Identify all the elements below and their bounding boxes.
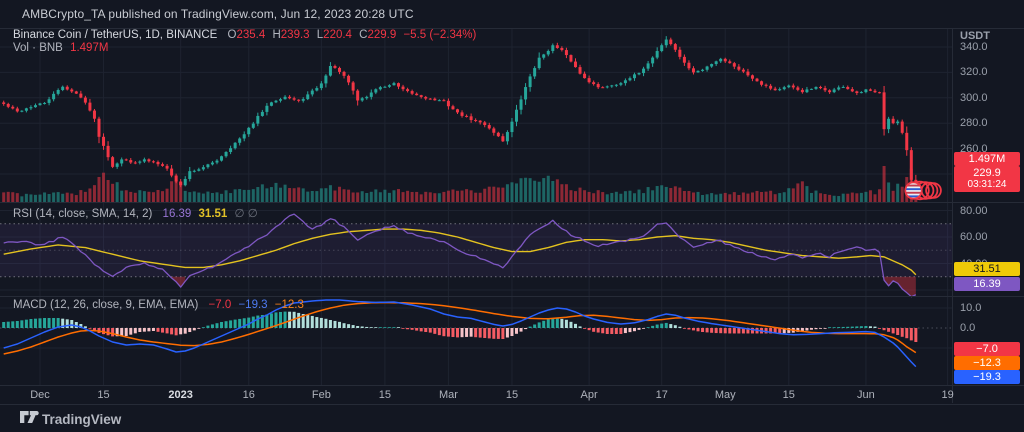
time-axis-label: 15	[97, 389, 110, 401]
macd-hist-badge: −7.0	[954, 342, 1020, 356]
rsi-sma-value: 31.51	[198, 208, 228, 220]
symbol-title[interactable]: Binance Coin / TetherUS, 1D, BINANCE	[13, 29, 218, 41]
rsi-title[interactable]: RSI (14, close, SMA, 14, 2)	[13, 208, 153, 220]
volume-value: 1.497M	[70, 42, 109, 54]
axis-separator	[952, 28, 953, 403]
time-axis-label: 15	[782, 389, 795, 401]
ohlc-close-value: 229.9	[367, 29, 397, 41]
tradingview-logo-icon[interactable]	[20, 409, 42, 425]
time-axis-label: 17	[655, 389, 668, 401]
macd-line-value: −19.3	[238, 299, 268, 311]
footer-bar: TradingView	[0, 404, 1024, 432]
price-axis-label: 320.0	[960, 66, 988, 79]
rsi-legend: RSI (14, close, SMA, 14, 2) 16.39 31.51 …	[13, 208, 258, 221]
ohlc-open-value: 235.4	[236, 29, 266, 41]
ohlc-high-value: 239.3	[280, 29, 310, 41]
sticker-icon[interactable]	[904, 180, 942, 201]
time-axis-label: 19	[941, 389, 954, 401]
price-axis-label: 340.0	[960, 41, 988, 53]
ohlc-low-value: 220.4	[323, 29, 352, 41]
volume-label[interactable]: Vol · BNB	[13, 42, 63, 54]
time-axis-label: 2023	[168, 389, 193, 401]
time-axis-label: Apr	[580, 389, 598, 401]
rsi-sma-badge: 31.51	[954, 262, 1020, 276]
macd-signal-value: −12.3	[274, 299, 304, 311]
time-axis-label: Feb	[311, 389, 331, 401]
rsi-badge: 16.39	[954, 277, 1020, 291]
last-price-badge: 229.9 03:31:24	[954, 166, 1020, 192]
pane-divider-macd-axis	[0, 385, 1024, 386]
ohlc-low-label: L	[316, 29, 324, 41]
rsi-empty-values: ∅ ∅	[234, 208, 258, 220]
last-volume-badge: 1.497M	[954, 152, 1020, 166]
ohlc-close-label: C	[359, 29, 368, 41]
change-value: −5.5 (−2.34%)	[403, 29, 477, 41]
macd-hist-value: −7.0	[208, 299, 232, 311]
rsi-value: 16.39	[162, 208, 192, 220]
macd-axis-label: 10.0	[960, 302, 982, 314]
macd-title[interactable]: MACD (12, 26, close, 9, EMA, EMA)	[13, 299, 199, 311]
macd-line-badge: −19.3	[954, 370, 1020, 384]
ohlc-open-label: O	[227, 29, 237, 41]
pane-divider-main-rsi[interactable]	[0, 202, 1024, 203]
pane-divider-rsi-macd[interactable]	[0, 296, 1024, 297]
tradingview-brand[interactable]: TradingView	[42, 411, 122, 427]
price-axis-label: 300.0	[960, 91, 988, 104]
rsi-axis-label: 80.00	[960, 204, 988, 217]
bar-countdown: 03:31:24	[967, 179, 1007, 190]
price-axis-label: 280.0	[960, 117, 988, 130]
time-axis-label: Jun	[857, 389, 875, 401]
macd-axis-label: 0.0	[960, 322, 976, 334]
time-axis-label: 15	[505, 389, 519, 401]
axis-currency-label: USDT	[960, 30, 990, 42]
published-header: AMBCrypto_TA published on TradingView.co…	[22, 7, 414, 21]
macd-signal-badge: −12.3	[954, 356, 1020, 370]
time-axis-label: Dec	[30, 389, 50, 401]
macd-legend: MACD (12, 26, close, 9, EMA, EMA) −7.0 −…	[13, 299, 304, 312]
ohlc-high-label: H	[272, 29, 281, 41]
header-divider	[0, 28, 1024, 29]
time-axis-label: May	[714, 389, 736, 401]
last-price-value: 229.9	[973, 167, 1001, 179]
main-legend: Binance Coin / TetherUS, 1D, BINANCE O23…	[13, 29, 476, 42]
rsi-axis-label: 60.00	[960, 231, 988, 243]
time-axis-label: Mar	[438, 389, 458, 401]
volume-legend: Vol · BNB 1.497M	[13, 42, 108, 55]
time-axis-label: 15	[378, 389, 392, 401]
price-axis-label: 260.0	[960, 142, 988, 155]
time-axis-label: 16	[242, 389, 255, 401]
